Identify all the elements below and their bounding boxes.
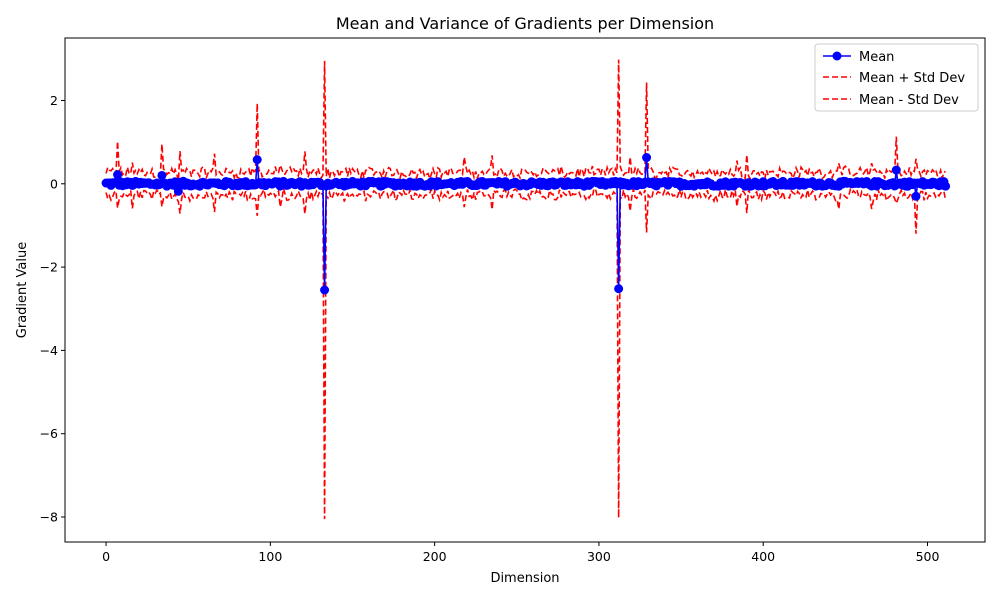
mean-point <box>642 153 652 163</box>
x-tick-label: 300 <box>587 549 611 564</box>
x-axis-title: Dimension <box>490 571 559 586</box>
legend: Mean Mean + Std Dev Mean - Std Dev <box>814 43 979 112</box>
chart-title: Mean and Variance of Gradients per Dimen… <box>336 14 714 33</box>
legend-lower-label: Mean - Std Dev <box>859 93 959 108</box>
y-axis: −8 −6 −4 −2 0 2 <box>40 93 65 525</box>
legend-upper-label: Mean + Std Dev <box>859 71 965 86</box>
legend-mean-marker <box>832 51 842 61</box>
plot-frame <box>64 37 986 543</box>
x-tick-label: 0 <box>102 549 110 564</box>
mean-point <box>320 285 330 295</box>
y-tick-label: −6 <box>40 426 58 441</box>
mean-markers <box>101 153 951 295</box>
y-tick-label: −2 <box>40 260 58 275</box>
mean-point <box>113 170 123 180</box>
x-tick-label: 100 <box>258 549 282 564</box>
series-mean-minus-std-line <box>105 186 947 520</box>
mean-point <box>614 284 624 294</box>
series-mean-plus-std-line <box>105 59 946 182</box>
mean-point <box>911 191 921 201</box>
mean-point <box>157 170 167 180</box>
y-axis-title: Gradient Value <box>15 242 30 338</box>
mean-point <box>252 155 262 165</box>
y-tick-label: −8 <box>40 510 58 525</box>
mean-point <box>941 181 951 191</box>
legend-box <box>814 43 979 112</box>
x-tick-label: 500 <box>916 549 940 564</box>
y-tick-label: 2 <box>50 93 58 108</box>
y-tick-label: 0 <box>50 176 58 191</box>
x-axis: 0 100 200 300 400 500 <box>102 542 939 564</box>
mean-point <box>891 165 901 175</box>
x-tick-label: 400 <box>751 549 775 564</box>
x-tick-label: 200 <box>423 549 447 564</box>
legend-mean-label: Mean <box>859 50 894 65</box>
y-tick-label: −4 <box>40 343 58 358</box>
